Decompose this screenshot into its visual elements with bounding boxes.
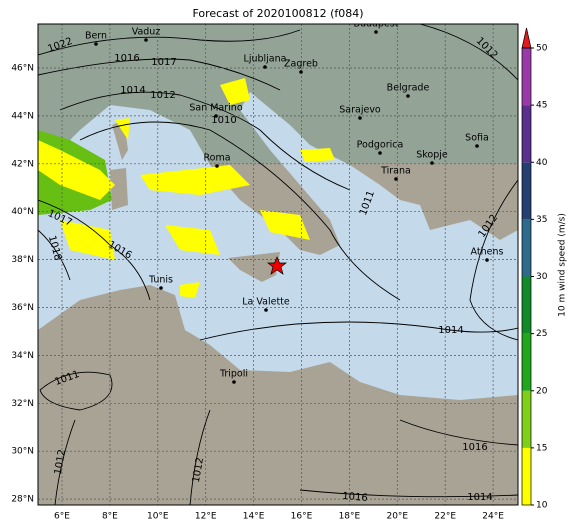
city-dot [264,308,268,312]
colorbar: 10 15 20 25 30 35 40 45 50 [521,27,548,511]
city-label: Tripoli [219,369,248,380]
lon-label: 18°E [339,512,361,522]
lat-label: 28°N [11,495,34,505]
city-label: Roma [203,153,230,164]
lon-label: 24°E [482,512,504,522]
colorbar-label: 10 m wind speed (m/s) [558,213,568,317]
colorbar-segment [522,105,531,163]
colorbar-tick-label: 35 [536,215,547,225]
city-label: Athens [471,247,504,258]
lon-label: 14°E [243,512,265,522]
islands [110,120,128,210]
city-label: Zagreb [284,59,318,70]
colorbar-segment [522,219,531,277]
lon-label: 10°E [147,512,169,522]
target-star [267,256,287,275]
city-dot [232,380,236,384]
isobars [38,24,518,505]
city-dot [263,65,267,69]
isobar-label: 1016 [342,491,368,504]
isobar-label: 1017 [151,57,176,68]
city-dot [94,42,98,46]
city-dot [378,151,382,155]
lon-label: 16°E [291,512,313,522]
colorbar-tick-label: 40 [536,158,548,168]
city-label: Skopje [416,150,448,161]
city-dot [215,164,219,168]
colorbar-tick-label: 45 [536,101,547,111]
colorbar-segment [522,276,531,334]
map-frame [37,23,519,506]
lon-label: 12°E [195,512,217,522]
lat-label: 44°N [11,111,34,121]
city-dot [374,30,378,34]
city-dot [358,116,362,120]
colorbar-segment [522,447,531,505]
isobar-label: 1014 [120,85,145,96]
lat-label: 46°N [11,64,34,74]
lon-label: 8°E [102,512,118,522]
lon-label: 22°E [434,512,456,522]
city-label: Vaduz [132,27,161,38]
colorbar-tick-label: 10 [536,501,548,511]
isobar-label: 1016 [114,53,139,64]
city-label: Tirana [380,166,411,177]
city-label: Ljubljana [244,54,287,65]
axis-labels: 6°E 8°E 10°E 12°E 14°E 16°E 18°E 20°E 22°E 24°E 46… [11,64,504,522]
city-dot [159,286,163,290]
lat-label: 42°N [11,159,34,169]
city-dot [430,161,434,165]
isobar-label: 1012 [191,457,206,484]
colorbar-tick-label: 25 [536,329,547,339]
lat-label: 32°N [11,399,34,409]
isobar-label: 1012 [53,449,68,476]
isobar-label: 1014 [438,325,463,336]
lat-label: 34°N [11,351,34,361]
city-label: San Marino [189,103,242,114]
map-title: Forecast of 2020100812 (f084) [192,7,363,20]
city-label: Budapest [354,19,399,30]
city-label: Sarajevo [339,105,381,116]
aegean-sea [430,220,518,320]
colorbar-segment [522,162,531,220]
city-label: Bern [85,31,107,42]
city-label: La Valette [242,297,290,308]
city-label: Belgrade [387,83,430,94]
colorbar-extend [521,27,532,49]
isobar-label: 1014 [467,492,492,503]
lat-label: 30°N [11,447,34,457]
city-dot [475,144,479,148]
colorbar-segment [522,390,531,448]
city-dot [214,114,218,118]
isobar-label: 1012 [150,90,175,101]
city-dot [394,177,398,181]
city-label: Tunis [148,275,173,286]
isobar-label: 1010 [211,115,236,126]
colorbar-tick-label: 15 [536,443,547,453]
lat-label: 40°N [11,207,34,217]
grid-lines [38,24,518,505]
isobar-label: 1016 [462,442,487,453]
colorbar-tick-label: 30 [536,272,548,282]
city-label: Sofia [465,133,489,144]
city-dot [299,70,303,74]
colorbar-segment [522,48,531,106]
colorbar-segment [522,333,531,391]
city-dot [144,38,148,42]
colorbar-tick-label: 50 [536,44,548,54]
city-dot [485,258,489,262]
city-label: Podgorica [357,140,404,151]
city-dot [406,94,410,98]
lon-label: 20°E [386,512,408,522]
lat-label: 38°N [11,255,34,265]
colorbar-tick-label: 20 [536,386,548,396]
lon-label: 6°E [54,512,70,522]
lat-label: 36°N [11,303,34,313]
wind-patches [38,78,335,298]
